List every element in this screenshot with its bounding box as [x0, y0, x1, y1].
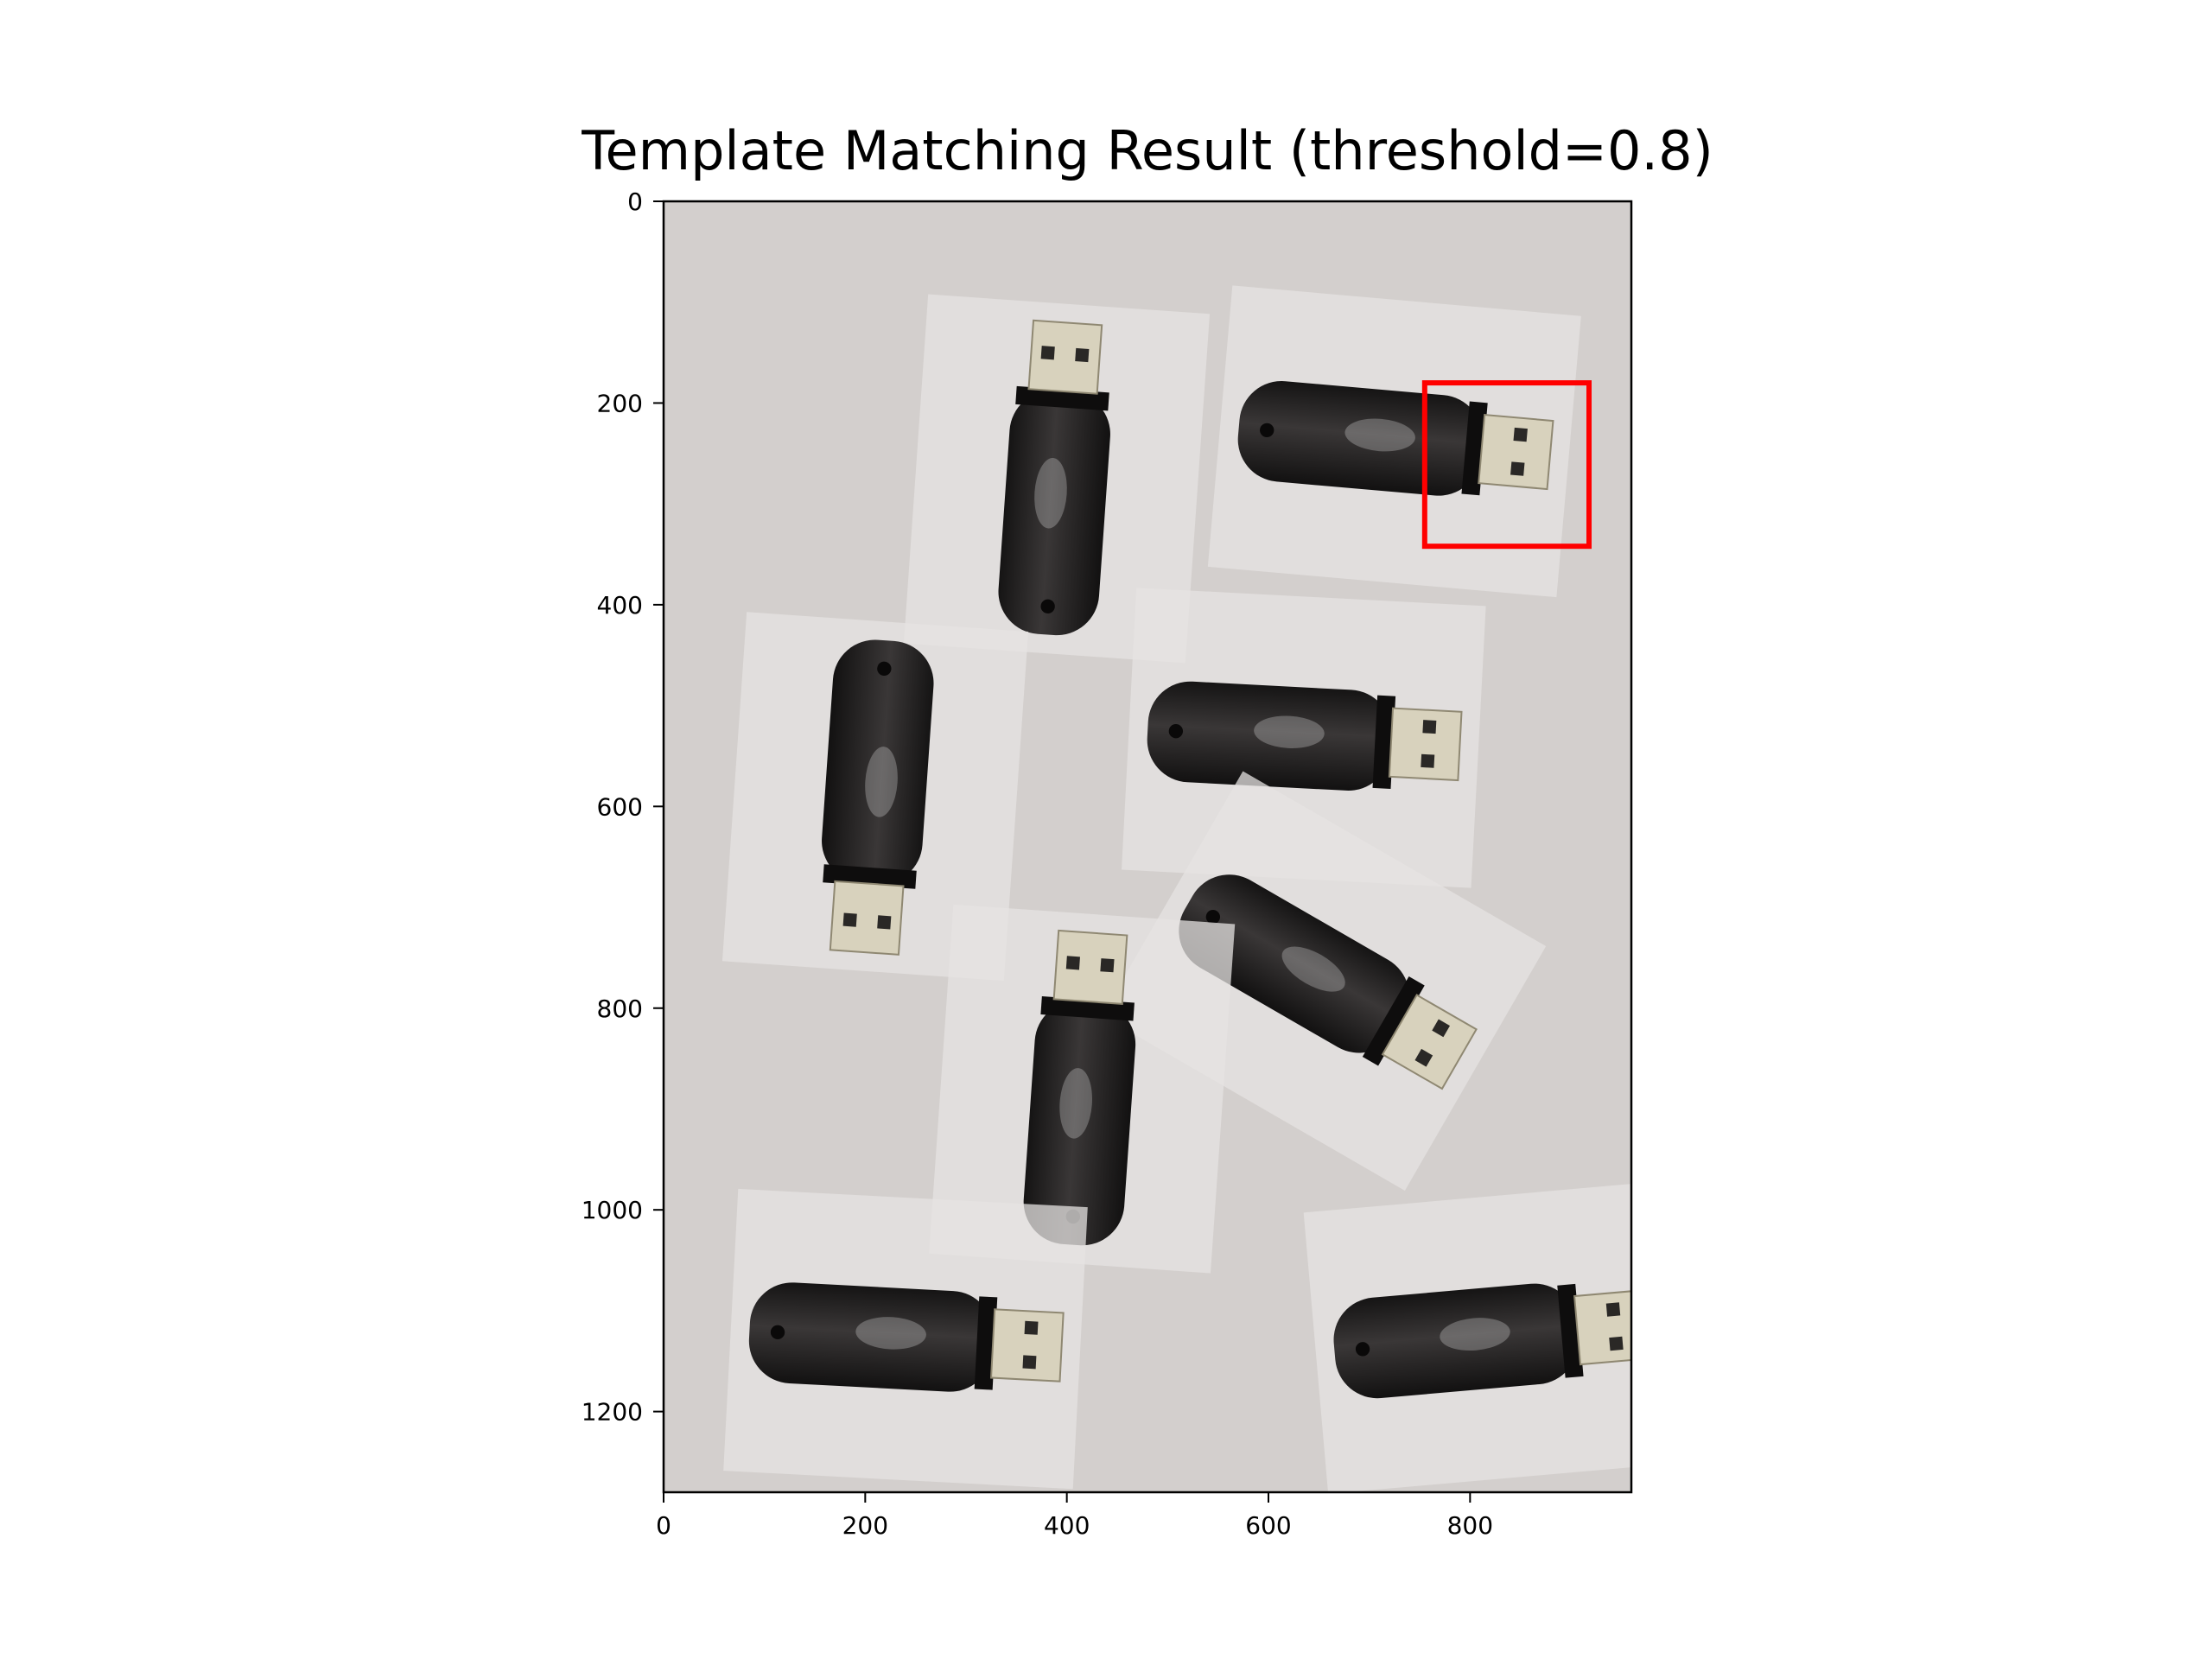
usb-drive-5: [1102, 771, 1547, 1191]
connector-hole: [1432, 1019, 1451, 1038]
drive-body: [998, 391, 1110, 636]
glare: [1059, 1068, 1092, 1139]
connector-hole: [1022, 1355, 1037, 1370]
connector-hole: [1513, 427, 1528, 442]
connector-hole: [1040, 346, 1055, 360]
connector-hole: [1414, 1048, 1433, 1067]
glare: [1034, 457, 1067, 529]
lanyard-hole: [1168, 724, 1184, 739]
axes-frame: [662, 200, 1633, 1494]
connector-hole: [1510, 461, 1525, 476]
drive-body: [1147, 681, 1392, 791]
drive-body: [1023, 1001, 1136, 1246]
y-tick-label: 200: [597, 389, 643, 417]
x-tick-label: 200: [842, 1511, 888, 1540]
detection-box-1: [1421, 380, 1592, 550]
lanyard-hole: [1040, 599, 1055, 613]
x-axis: 0 200 400 600 800: [656, 1492, 1493, 1540]
drive-body: [1333, 1283, 1579, 1399]
y-tick-label: 800: [597, 995, 643, 1023]
lanyard-hole: [1355, 1342, 1370, 1357]
x-tick-label: 800: [1447, 1511, 1493, 1540]
glare: [865, 747, 898, 817]
usb-drive-4: [721, 612, 1029, 982]
connector-hole: [877, 915, 892, 930]
connector-hole: [1075, 347, 1090, 363]
x-tick-label: 0: [656, 1511, 671, 1540]
drive-body: [748, 1282, 994, 1392]
drive-connector: [1478, 414, 1554, 491]
drive-connector: [1381, 994, 1478, 1090]
usb-drive-3: [1122, 588, 1486, 888]
connector-hole: [1065, 956, 1080, 970]
usb-drive-7: [723, 1188, 1088, 1490]
drive-body: [1237, 381, 1483, 496]
x-tick-label: 400: [1044, 1511, 1090, 1540]
drive-connector: [1052, 929, 1128, 1005]
drive-body: [822, 639, 934, 885]
y-tick-label: 0: [627, 188, 643, 216]
lanyard-hole: [770, 1325, 785, 1339]
usb-drive-2: [1207, 285, 1581, 598]
y-tick-label: 600: [597, 792, 643, 821]
x-tick-label: 600: [1245, 1511, 1291, 1540]
glare: [855, 1317, 926, 1350]
y-axis: 0 200 400 600 800 1000 1200: [582, 188, 664, 1427]
image-axes: [662, 200, 1633, 1494]
glare: [1254, 715, 1325, 748]
connector-hole: [1609, 1336, 1624, 1351]
usb-drive-1: [903, 294, 1211, 664]
connector-hole: [1422, 720, 1437, 734]
lanyard-hole: [1260, 423, 1274, 438]
drive-connector: [829, 880, 905, 956]
glare: [1344, 418, 1415, 452]
glare: [1281, 946, 1345, 992]
connector-hole: [1024, 1320, 1039, 1335]
drive-connector: [990, 1308, 1065, 1382]
drive-connector: [1573, 1289, 1631, 1366]
chart-title: Template Matching Result (threshold=0.8): [581, 119, 1713, 182]
drive-collar: [1362, 976, 1425, 1066]
drive-connector: [1027, 319, 1103, 395]
y-tick-label: 400: [597, 591, 643, 620]
glare: [1440, 1318, 1510, 1351]
connector-hole: [1605, 1302, 1621, 1317]
connector-hole: [1100, 958, 1115, 973]
usb-drive-6: [929, 904, 1236, 1274]
connector-hole: [842, 912, 857, 927]
drive-connector: [1388, 707, 1463, 782]
connector-hole: [1421, 753, 1435, 768]
y-tick-label: 1000: [582, 1196, 643, 1224]
usb-drive-8: [1303, 1182, 1631, 1492]
lanyard-hole: [1205, 909, 1221, 925]
y-tick-label: 1200: [582, 1398, 643, 1427]
drive-body: [1179, 874, 1410, 1053]
lanyard-hole: [877, 661, 892, 677]
